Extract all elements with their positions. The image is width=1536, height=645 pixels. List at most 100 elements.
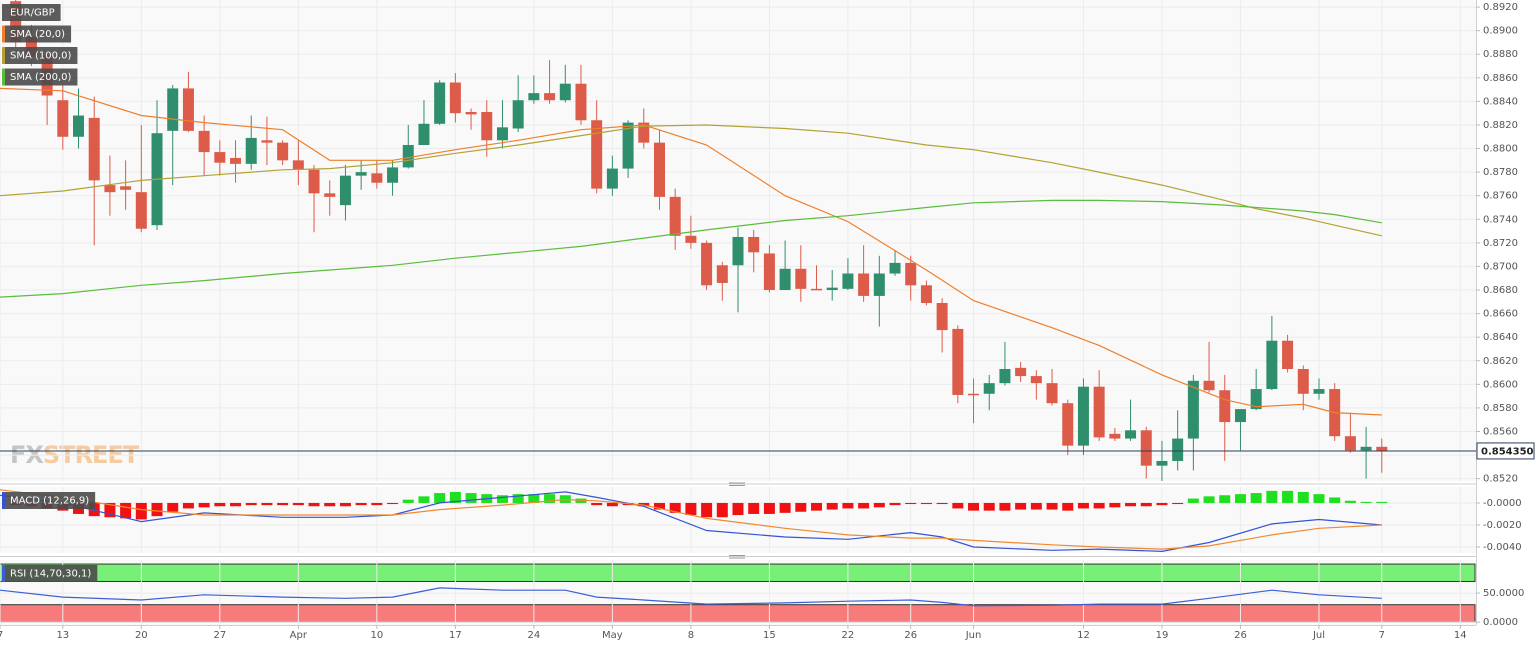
candle-body bbox=[669, 196, 681, 236]
candle-body bbox=[496, 127, 508, 141]
x-tick-label: 14 bbox=[1454, 630, 1467, 641]
histogram-bar bbox=[339, 502, 351, 507]
histogram-bar bbox=[920, 502, 932, 505]
resize-handle[interactable] bbox=[729, 482, 745, 486]
histogram-bar bbox=[1313, 494, 1325, 503]
histogram-bar bbox=[1203, 496, 1215, 503]
candle-body bbox=[1313, 389, 1325, 394]
candle-body bbox=[889, 262, 901, 274]
candle-body bbox=[701, 242, 713, 286]
y-tick-label: 0.8660 bbox=[1483, 309, 1518, 320]
candle-body bbox=[402, 145, 414, 168]
legend-box[interactable] bbox=[2, 25, 72, 43]
histogram-bar bbox=[1077, 502, 1089, 509]
legend-swatch bbox=[2, 47, 5, 64]
last-price-box bbox=[1476, 442, 1535, 460]
candle-body bbox=[1234, 409, 1246, 423]
histogram-bar bbox=[1297, 491, 1309, 503]
histogram-bar bbox=[983, 502, 995, 511]
histogram-bar bbox=[261, 502, 273, 506]
y-tick-label: 0.8520 bbox=[1483, 474, 1518, 485]
candle-body bbox=[465, 111, 477, 115]
histogram-bar bbox=[858, 502, 870, 509]
candle-body bbox=[528, 93, 540, 101]
candle-body bbox=[1125, 430, 1137, 439]
candle-body bbox=[873, 273, 885, 296]
candle-body bbox=[1156, 460, 1168, 466]
histogram-bar bbox=[230, 502, 242, 507]
candle-body bbox=[1093, 386, 1105, 438]
legend-box[interactable] bbox=[2, 68, 78, 86]
candle-body bbox=[983, 383, 995, 394]
y-tick-label: 0.8740 bbox=[1483, 214, 1518, 225]
histogram-bar bbox=[245, 502, 257, 506]
line bbox=[0, 491, 1382, 553]
histogram-bar bbox=[1329, 497, 1341, 503]
histogram-bar bbox=[873, 502, 885, 508]
legend-box[interactable] bbox=[2, 565, 98, 582]
candle-body bbox=[230, 157, 242, 164]
histogram-bar bbox=[371, 502, 383, 506]
histogram-bar bbox=[952, 502, 964, 509]
x-tick-label: 27 bbox=[213, 630, 226, 641]
histogram-bar bbox=[905, 502, 917, 505]
y-tick-label: -0.0040 bbox=[1483, 542, 1522, 553]
x-tick-label: 26 bbox=[1234, 630, 1247, 641]
candle-body bbox=[277, 142, 289, 161]
legend-box[interactable] bbox=[2, 492, 96, 509]
histogram-bar bbox=[779, 502, 791, 513]
band bbox=[0, 563, 1476, 582]
x-tick-label: 10 bbox=[370, 630, 383, 641]
line bbox=[0, 489, 1382, 550]
legend-swatch bbox=[2, 565, 5, 582]
histogram-bar bbox=[1030, 502, 1042, 510]
histogram-bar bbox=[88, 502, 100, 517]
legend-box[interactable] bbox=[2, 4, 61, 21]
histogram-bar bbox=[606, 502, 618, 507]
candle-body bbox=[371, 173, 383, 183]
histogram-bar bbox=[214, 502, 226, 507]
y-tick-label: 0.8820 bbox=[1483, 120, 1518, 131]
histogram-bar bbox=[591, 502, 603, 506]
histogram-bar bbox=[811, 502, 823, 511]
histogram-bar bbox=[449, 491, 461, 503]
candle-body bbox=[339, 175, 351, 206]
histogram-bar bbox=[544, 494, 556, 503]
histogram-bar bbox=[1187, 498, 1199, 503]
y-tick-label: 0.8860 bbox=[1483, 73, 1518, 84]
histogram-bar bbox=[1140, 502, 1152, 507]
y-tick-label: 0.0000 bbox=[1483, 617, 1518, 628]
y-tick-label: 0.8760 bbox=[1483, 191, 1518, 202]
candle-body bbox=[936, 302, 948, 331]
legend-box[interactable] bbox=[2, 47, 78, 64]
pane-title: RSI (14,70,30,1) bbox=[10, 569, 91, 580]
histogram-bar bbox=[1250, 493, 1262, 503]
y-tick-label: 0.8580 bbox=[1483, 403, 1518, 414]
candle-body bbox=[1250, 389, 1262, 410]
histogram-bar bbox=[292, 502, 304, 506]
y-tick-label: 0.8720 bbox=[1483, 238, 1518, 249]
histogram-bar bbox=[826, 502, 838, 510]
histogram-bar bbox=[763, 502, 775, 514]
histogram-bar bbox=[1234, 494, 1246, 503]
resize-handle[interactable] bbox=[729, 555, 745, 559]
histogram-bar bbox=[1219, 495, 1231, 503]
histogram-bar bbox=[277, 502, 289, 506]
histogram-bar bbox=[669, 502, 681, 513]
candle-body bbox=[653, 142, 665, 197]
candle-body bbox=[795, 268, 807, 289]
candle-body bbox=[826, 287, 838, 291]
histogram-bar bbox=[732, 502, 744, 516]
histogram-bar bbox=[1376, 501, 1388, 503]
x-tick-label: Jun bbox=[965, 630, 982, 641]
histogram-bar bbox=[1015, 502, 1027, 510]
histogram-bar bbox=[795, 502, 807, 512]
y-tick-label: 0.8700 bbox=[1483, 261, 1518, 272]
candle-body bbox=[559, 83, 571, 101]
histogram-bar bbox=[167, 502, 179, 512]
candle-body bbox=[292, 160, 304, 170]
histogram-bar bbox=[1172, 502, 1184, 505]
candle-body bbox=[1360, 446, 1372, 451]
candle-body bbox=[1376, 446, 1388, 451]
y-tick-label: 0.8880 bbox=[1483, 49, 1518, 60]
